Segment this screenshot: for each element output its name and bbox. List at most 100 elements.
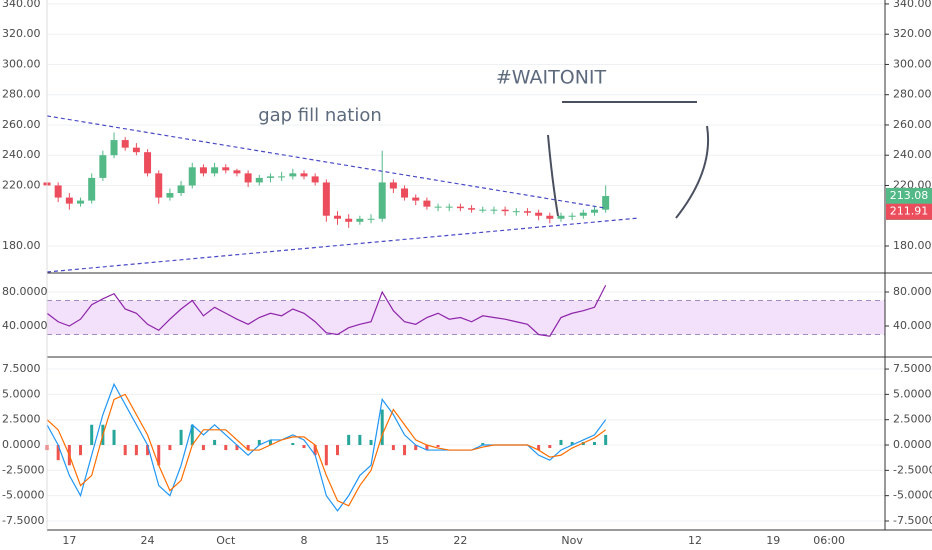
candle-body: [367, 218, 375, 220]
candle-body: [188, 167, 196, 186]
x-tick-label: 22: [453, 534, 467, 547]
candle-body: [345, 218, 353, 222]
x-tick-label: 15: [375, 534, 389, 547]
x-tick-label: 8: [300, 534, 307, 547]
prev-price-tag: [886, 203, 932, 220]
histogram-bar: [481, 442, 485, 446]
y-tick-label: 5.0000: [2, 387, 41, 400]
histogram-bar: [179, 429, 183, 446]
y-tick-label: 280.00: [893, 88, 932, 101]
x-tick-label: 12: [688, 534, 702, 547]
candle-body: [568, 215, 576, 217]
candle-body: [110, 140, 118, 156]
candle-body: [468, 208, 476, 210]
candle-body: [199, 167, 207, 174]
annotation: #WAITONIT: [496, 67, 607, 89]
y-tick-label: 2.5000: [893, 413, 932, 426]
y-tick-label: 300.00: [2, 57, 41, 70]
histogram-bar: [369, 439, 373, 446]
marks-layer: [43, 115, 640, 512]
y-tick-label: -5.0000: [2, 489, 44, 502]
y-tick-label: 240.00: [2, 148, 41, 161]
candle-body: [557, 215, 565, 219]
x-tick-label: 17: [62, 534, 76, 547]
candle-body: [434, 206, 442, 208]
y-tick-label: 80.0000: [2, 285, 48, 298]
candle-body: [266, 176, 274, 178]
histogram-bar: [246, 445, 250, 451]
candle-body: [456, 206, 464, 209]
candle-body: [579, 212, 587, 216]
y-tick-label: 5.0000: [893, 387, 932, 400]
histogram-bar: [235, 445, 239, 451]
line: [46, 284, 607, 337]
candle-body: [65, 197, 73, 204]
histogram-bar: [79, 445, 83, 456]
candle-body: [132, 147, 140, 153]
candle-body: [389, 182, 397, 189]
candle-body: [602, 196, 610, 210]
candle-body: [300, 173, 308, 177]
candle-body: [401, 188, 409, 198]
histogram-bar: [268, 439, 272, 446]
drawing: [675, 125, 710, 219]
candle-body: [255, 177, 263, 183]
prev-price-tag-label: 211.91: [890, 205, 929, 218]
histogram-bar: [403, 445, 407, 456]
histogram-bar: [224, 445, 228, 451]
histogram-bar: [157, 445, 161, 466]
histogram-bar: [336, 445, 340, 456]
y-tick-label: 7.5000: [2, 362, 41, 375]
y-tick-label: 340.00: [2, 0, 41, 10]
x-tick-label: Oct: [216, 534, 236, 547]
candle-body: [77, 200, 85, 204]
y-tick-label: 240.00: [893, 148, 932, 161]
histogram-bar: [559, 439, 563, 446]
histogram-bar: [190, 424, 194, 446]
drawing: [547, 134, 559, 217]
last-price-tag-label: 213.08: [890, 189, 929, 202]
histogram-bar: [201, 445, 205, 451]
candle-body: [233, 170, 241, 174]
y-tick-label: -7.5000: [2, 514, 44, 527]
candle-body: [445, 206, 453, 208]
histogram-bar: [347, 434, 351, 446]
y-tick-label: 320.00: [893, 27, 932, 40]
candle-body: [211, 167, 219, 174]
histogram-bar: [146, 445, 150, 456]
line: [46, 217, 640, 273]
candle-body: [378, 182, 386, 219]
histogram-bar: [213, 439, 217, 446]
background-layer: [47, 3, 885, 522]
candle-body: [546, 215, 554, 219]
y-tick-label: 40.0000: [2, 319, 48, 332]
x-tick-label: Nov: [561, 534, 583, 547]
candle-body: [535, 212, 543, 216]
annotation: gap fill nation: [258, 105, 382, 126]
y-tick-label: 280.00: [2, 88, 41, 101]
y-tick-label: 220.00: [2, 178, 41, 191]
candle-body: [155, 173, 163, 198]
histogram-bar: [324, 445, 328, 466]
y-tick-label: 0.0000: [2, 438, 41, 451]
histogram-bar: [56, 445, 60, 461]
candle-body: [412, 197, 420, 201]
histogram-bar: [548, 445, 552, 449]
line: [46, 115, 606, 209]
x-tick-label: 19: [766, 534, 780, 547]
candle-body: [88, 177, 96, 201]
histogram-bar: [425, 445, 429, 451]
histogram-bar: [112, 429, 116, 446]
y-tick-label: 260.00: [2, 118, 41, 131]
y-tick-label: -7.5000: [893, 514, 932, 527]
y-tick-label: 80.0000: [893, 285, 932, 298]
y-tick-label: -5.0000: [893, 489, 932, 502]
histogram-bar: [436, 445, 440, 448]
candle-body: [144, 152, 152, 174]
line: [46, 393, 607, 507]
candle-body: [501, 209, 509, 212]
histogram-bar: [291, 442, 295, 446]
candle-body: [479, 209, 487, 211]
candle-body: [423, 200, 431, 207]
